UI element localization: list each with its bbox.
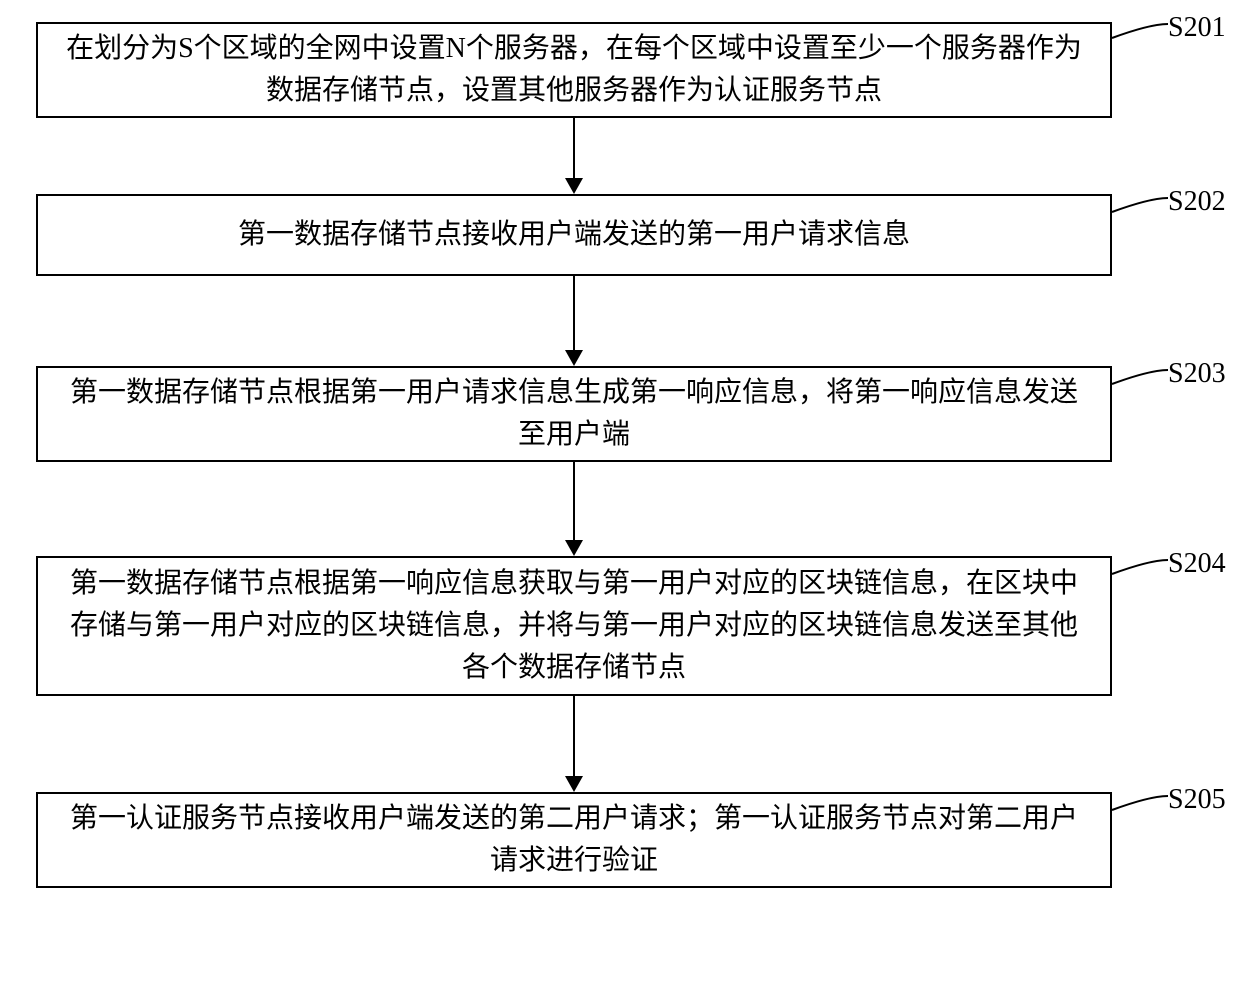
flowchart-canvas: 在划分为S个区域的全网中设置N个服务器，在每个区域中设置至少一个服务器作为数据存…	[0, 0, 1240, 986]
flow-arrow	[0, 0, 1240, 986]
